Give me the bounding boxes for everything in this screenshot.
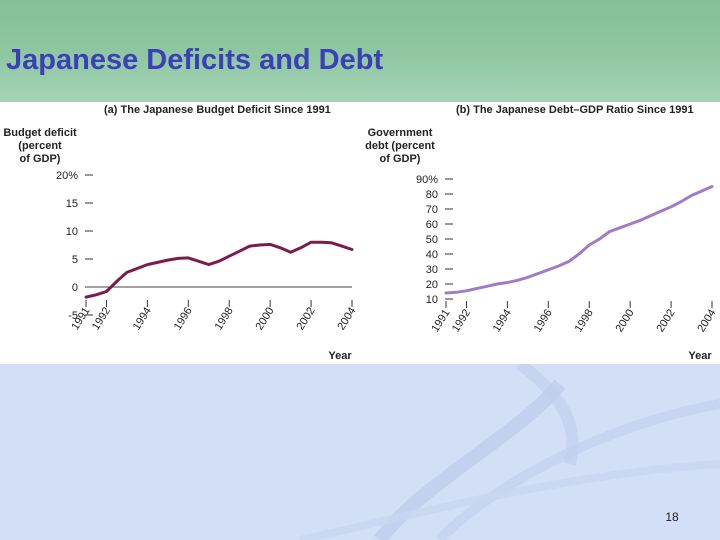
deficit-y-tick-label: 5: [72, 254, 78, 266]
debt-x-tick-label: 1996: [532, 307, 555, 334]
slide-title: Japanese Deficits and Debt: [6, 44, 384, 76]
deficit-y-tick-label: -5: [68, 310, 78, 322]
debt-y-tick-label: 60: [426, 219, 438, 231]
debt-series-line: [444, 185, 714, 295]
deficit-x-axis-label: Year: [328, 350, 352, 362]
deficit-x-tick-label: 2004: [335, 305, 358, 332]
debt-y-tick-label: 70: [426, 204, 438, 216]
deficit-y-axis-label: Budget deficit: [3, 127, 77, 139]
debt-x-tick-label: 2000: [614, 307, 637, 334]
deficit-x-tick-label: 2000: [254, 305, 277, 332]
debt-y-axis-label: debt (percent: [365, 140, 435, 152]
debt-x-tick-label: 1992: [450, 307, 473, 334]
deficit-series-line: [84, 240, 354, 299]
deficit-x-tick-label: 1994: [131, 305, 154, 332]
debt-x-tick-label: 2004: [695, 307, 718, 334]
deficit-y-tick-label: 0: [72, 282, 78, 294]
deficit-y-tick-label: 10: [66, 226, 78, 238]
deficit-y-tick-label: 20%: [56, 170, 78, 182]
debt-x-tick-label: 1994: [491, 307, 514, 334]
charts-svg: (a) The Japanese Budget Deficit Since 19…: [3, 104, 718, 362]
deficit-y-axis-label: of GDP): [20, 153, 61, 165]
deficit-chart-title: (a) The Japanese Budget Deficit Since 19…: [104, 104, 331, 116]
deficit-x-tick-label: 2002: [294, 305, 317, 332]
page-number: 18: [665, 510, 679, 524]
deficit-y-tick-label: 15: [66, 198, 78, 210]
debt-y-tick-label: 30: [426, 264, 438, 276]
deficit-x-tick-label: 1996: [172, 305, 195, 332]
debt-chart-title: (b) The Japanese Debt–GDP Ratio Since 19…: [456, 104, 694, 116]
debt-y-axis-label: Government: [368, 127, 433, 139]
swoosh-decoration: [299, 364, 720, 540]
debt-x-axis-label: Year: [688, 350, 712, 362]
deficit-x-tick-label: 1992: [90, 305, 113, 332]
header-band: [0, 0, 720, 102]
deficit-y-axis-label: (percent: [18, 140, 62, 152]
debt-y-tick-label: 40: [426, 249, 438, 261]
debt-x-tick-label: 1998: [573, 307, 596, 334]
chart-panel: (a) The Japanese Budget Deficit Since 19…: [0, 102, 720, 364]
debt-x-tick-label: 2002: [654, 307, 677, 334]
debt-y-tick-label: 20: [426, 279, 438, 291]
decorative-background: [0, 364, 720, 540]
debt-y-axis-label: of GDP): [380, 153, 421, 165]
debt-y-tick-label: 10: [426, 294, 438, 306]
debt-y-tick-label: 80: [426, 189, 438, 201]
deficit-x-tick-label: 1998: [213, 305, 236, 332]
debt-y-tick-label: 90%: [416, 174, 438, 186]
debt-x-tick-label: 1991: [429, 307, 452, 334]
debt-y-tick-label: 50: [426, 234, 438, 246]
